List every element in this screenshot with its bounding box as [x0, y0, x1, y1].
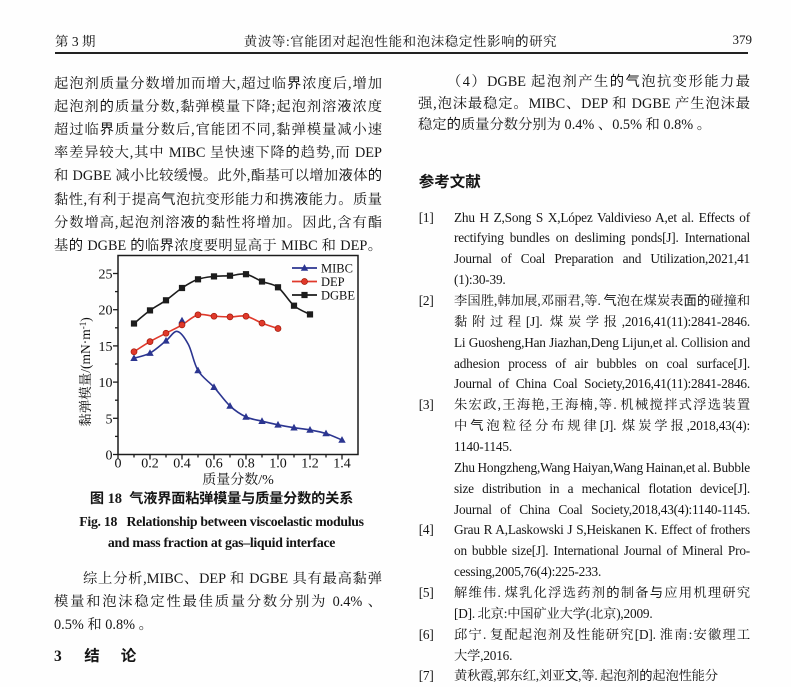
- svg-text:15: 15: [99, 340, 113, 355]
- svg-text:5: 5: [106, 412, 113, 427]
- svg-text:0.8: 0.8: [237, 457, 255, 472]
- svg-text:0: 0: [106, 449, 113, 464]
- svg-text:10: 10: [99, 376, 113, 391]
- svg-text:0: 0: [115, 457, 122, 472]
- svg-text:1.4: 1.4: [333, 457, 351, 472]
- svg-text:0.6: 0.6: [205, 457, 223, 472]
- svg-text:0.4: 0.4: [173, 457, 191, 472]
- svg-text:DEP: DEP: [321, 275, 345, 289]
- svg-text:20: 20: [99, 304, 113, 319]
- svg-text:黏弹模量/(mN·m-1): 黏弹模量/(mN·m-1): [74, 317, 94, 426]
- svg-text:MIBC: MIBC: [321, 262, 353, 276]
- svg-text:25: 25: [99, 268, 113, 283]
- svg-text:1.0: 1.0: [269, 457, 287, 472]
- svg-text:1.2: 1.2: [301, 457, 319, 472]
- svg-text:质量分数/%: 质量分数/%: [202, 469, 274, 489]
- svg-text:0.2: 0.2: [141, 457, 159, 472]
- svg-text:DGBE: DGBE: [321, 289, 355, 303]
